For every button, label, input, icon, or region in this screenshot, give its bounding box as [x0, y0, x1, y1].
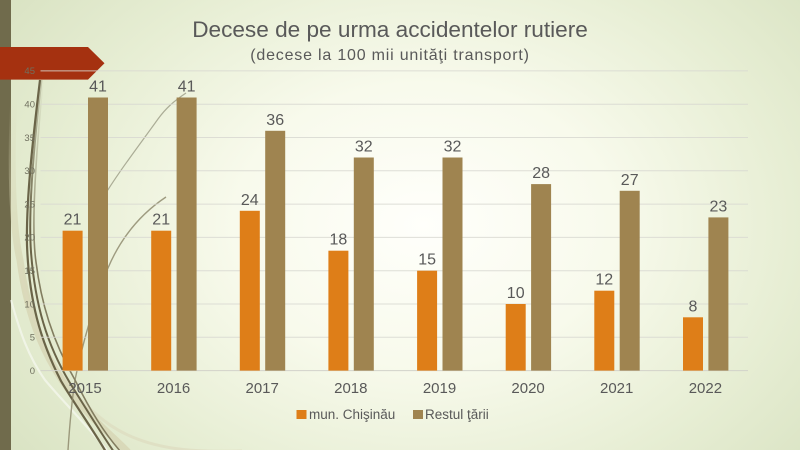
svg-text:23: 23	[710, 198, 728, 215]
svg-text:8: 8	[689, 298, 698, 315]
svg-text:2016: 2016	[157, 380, 190, 397]
svg-text:2015: 2015	[68, 380, 101, 397]
svg-text:mun. Chişinău: mun. Chişinău	[309, 407, 395, 422]
svg-text:15: 15	[418, 252, 436, 269]
svg-text:24: 24	[241, 192, 259, 209]
svg-text:2018: 2018	[334, 380, 367, 397]
svg-text:2021: 2021	[600, 380, 633, 397]
svg-text:12: 12	[595, 272, 613, 289]
svg-text:2020: 2020	[511, 380, 544, 397]
svg-text:28: 28	[532, 165, 550, 182]
svg-text:Decese de pe urma accidentelor: Decese de pe urma accidentelor rutiere	[192, 17, 588, 42]
svg-text:40: 40	[24, 100, 35, 111]
svg-text:41: 41	[178, 79, 196, 96]
svg-text:45: 45	[24, 66, 35, 77]
svg-text:0: 0	[30, 366, 35, 377]
svg-text:Restul ţării: Restul ţării	[425, 407, 489, 422]
svg-text:15: 15	[24, 266, 35, 277]
svg-text:(decese la 100 mii unităţi tra: (decese la 100 mii unităţi transport)	[250, 47, 530, 64]
svg-text:2019: 2019	[423, 380, 456, 397]
svg-text:21: 21	[64, 212, 82, 229]
svg-text:25: 25	[24, 199, 35, 210]
svg-text:10: 10	[507, 285, 525, 302]
svg-text:41: 41	[89, 79, 107, 96]
svg-text:2022: 2022	[689, 380, 722, 397]
svg-text:5: 5	[30, 333, 35, 344]
svg-text:18: 18	[330, 232, 348, 249]
svg-text:20: 20	[24, 233, 35, 244]
svg-text:21: 21	[152, 212, 170, 229]
svg-text:35: 35	[24, 133, 35, 144]
svg-text:27: 27	[621, 172, 639, 189]
svg-text:36: 36	[266, 112, 284, 129]
svg-text:30: 30	[24, 166, 35, 177]
svg-text:2017: 2017	[246, 380, 279, 397]
svg-text:10: 10	[24, 299, 35, 310]
svg-text:32: 32	[444, 139, 462, 156]
svg-text:32: 32	[355, 139, 373, 156]
